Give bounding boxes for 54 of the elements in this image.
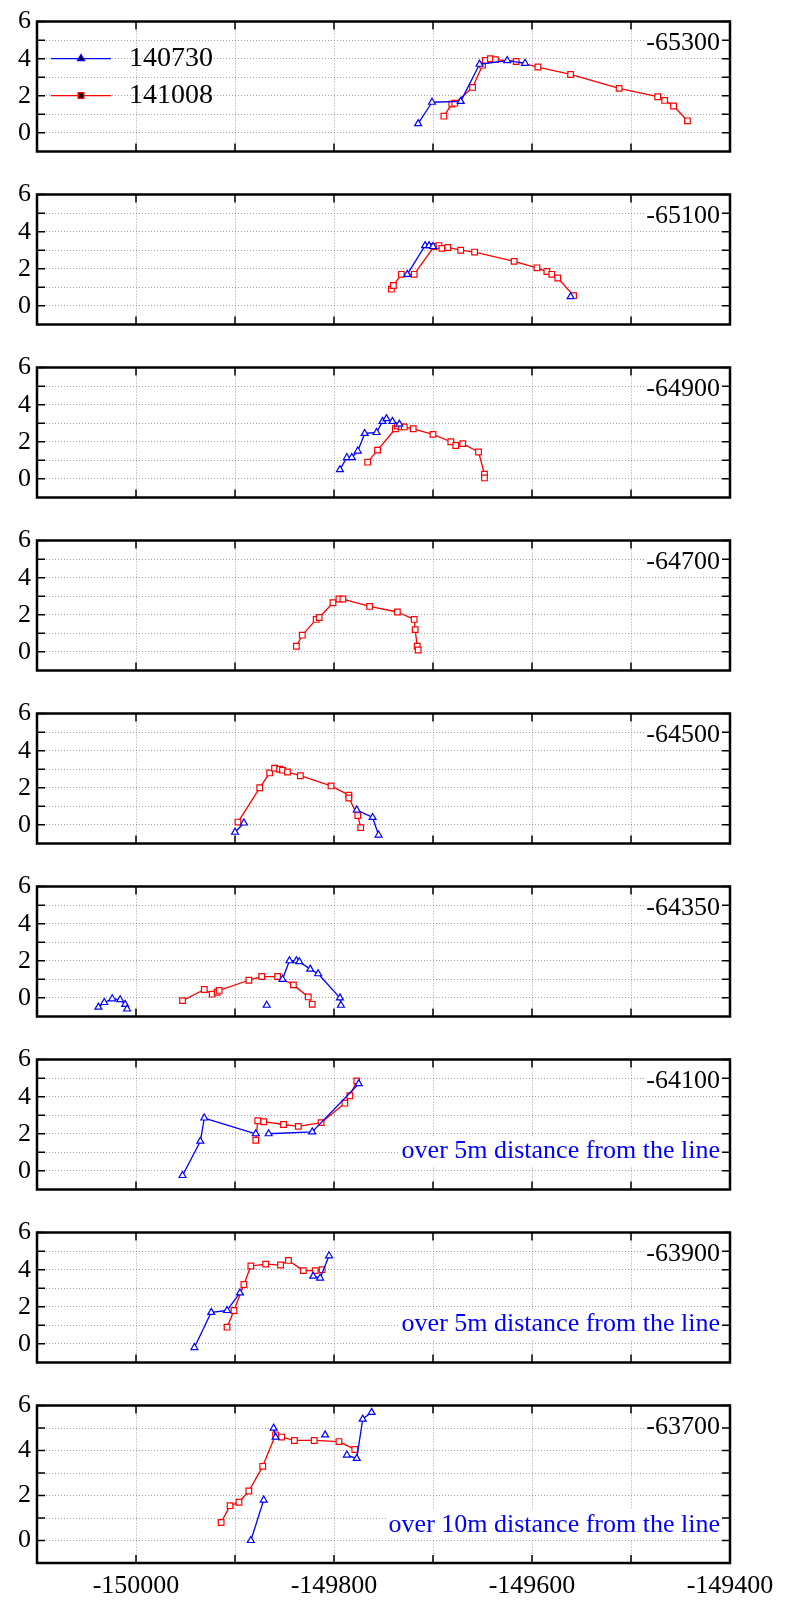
legend-label: 140730 (129, 40, 213, 72)
annotation: -64100 (646, 1065, 720, 1095)
annotation: -65300 (646, 27, 720, 57)
annotation: over 5m distance from the line (401, 1308, 720, 1338)
x-tick-label: -149400 (686, 1570, 774, 1600)
y-tick-label: 2 (18, 944, 31, 974)
y-tick-label: 6 (18, 5, 31, 35)
y-tick-label: 6 (18, 178, 31, 208)
annotation: -64700 (646, 546, 720, 576)
annotation: -64500 (646, 719, 720, 749)
y-tick-label: 4 (18, 42, 31, 72)
y-tick-label: 4 (18, 388, 31, 418)
y-tick-label: 2 (18, 1117, 31, 1147)
y-tick-label: 0 (18, 462, 31, 492)
annotation: -65100 (646, 200, 720, 230)
x-tick-label: -149600 (488, 1570, 576, 1600)
y-tick-label: 4 (18, 734, 31, 764)
y-tick-label: 2 (18, 1290, 31, 1320)
y-tick-label: 0 (18, 635, 31, 665)
y-tick-label: 6 (18, 1389, 31, 1419)
y-tick-label: 0 (18, 289, 31, 319)
legend-label: 141008 (129, 77, 213, 109)
y-tick-label: 4 (18, 215, 31, 245)
x-tick-label: -150000 (92, 1570, 180, 1600)
y-tick-label: 2 (18, 771, 31, 801)
y-tick-label: 6 (18, 524, 31, 554)
y-tick-label: 6 (18, 1043, 31, 1073)
x-tick-label: -149800 (290, 1570, 378, 1600)
y-tick-label: 0 (18, 1154, 31, 1184)
y-tick-label: 2 (18, 425, 31, 455)
y-tick-label: 0 (18, 981, 31, 1011)
annotation: -64900 (646, 373, 720, 403)
annotation: -64350 (646, 892, 720, 922)
annotation: -63900 (646, 1238, 720, 1268)
y-tick-label: 4 (18, 1253, 31, 1283)
annotation: -63700 (646, 1411, 720, 1441)
y-tick-label: 4 (18, 561, 31, 591)
y-tick-label: 2 (18, 1479, 31, 1509)
y-tick-label: 4 (18, 1080, 31, 1110)
y-tick-label: 6 (18, 697, 31, 727)
y-tick-label: 6 (18, 870, 31, 900)
y-tick-label: 4 (18, 1434, 31, 1464)
y-tick-label: 0 (18, 808, 31, 838)
annotation: over 5m distance from the line (401, 1135, 720, 1165)
y-tick-label: 0 (18, 1524, 31, 1554)
y-tick-label: 6 (18, 1216, 31, 1246)
y-tick-label: 2 (18, 79, 31, 109)
annotation: over 10m distance from the line (388, 1508, 720, 1538)
y-tick-label: 0 (18, 116, 31, 146)
y-tick-label: 6 (18, 351, 31, 381)
y-tick-label: 2 (18, 598, 31, 628)
y-tick-label: 0 (18, 1327, 31, 1357)
y-tick-label: 2 (18, 252, 31, 282)
y-tick-label: 4 (18, 907, 31, 937)
